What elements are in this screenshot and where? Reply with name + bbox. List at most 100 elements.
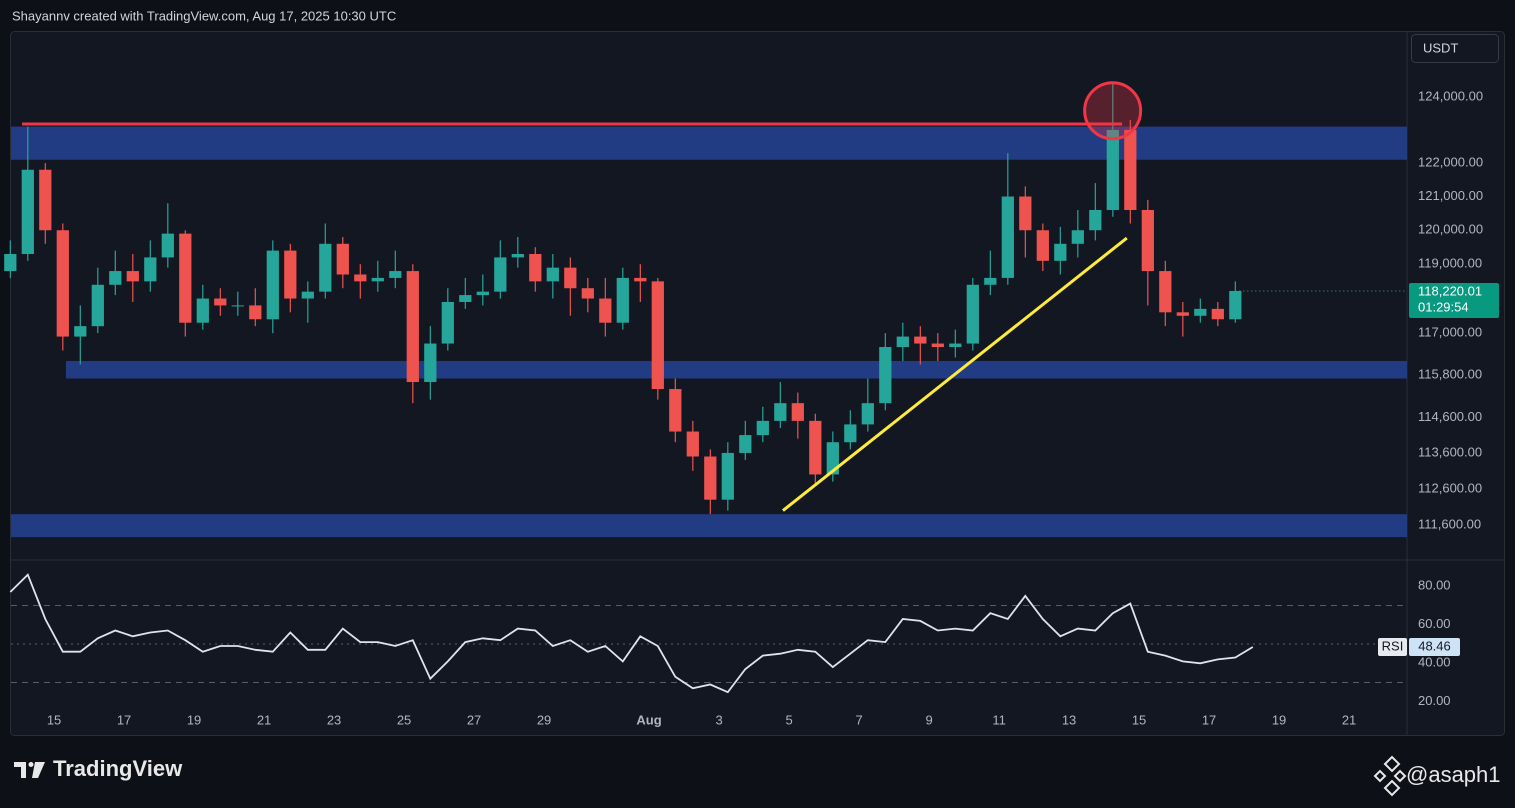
x-tick-label: 5: [785, 712, 792, 727]
x-tick-label: 23: [327, 712, 341, 727]
candle-body: [931, 343, 944, 348]
rsi-line: [9, 573, 1254, 694]
y-tick-label: 115,800.00: [1418, 366, 1482, 381]
candle-body: [1159, 271, 1172, 313]
candle-body: [1019, 196, 1032, 231]
candle-body: [494, 257, 507, 292]
y-tick-label: 114,600.00: [1418, 409, 1482, 424]
candle-body: [4, 254, 17, 272]
candle-body: [1194, 308, 1207, 316]
x-tick-label: 21: [257, 712, 271, 727]
candle-body: [74, 326, 87, 337]
rsi-name-box: [1378, 637, 1407, 656]
candle-body: [231, 305, 244, 307]
header-text: Shayannv created with TradingView.com, A…: [12, 8, 396, 23]
candle-body: [109, 271, 122, 285]
candle-body: [669, 389, 682, 432]
highlight-circle: [1083, 81, 1143, 141]
candle-body: [896, 336, 909, 348]
y-tick-label: 112,600.00: [1418, 480, 1482, 495]
candle-body: [809, 420, 822, 475]
rsi-value-box: [1409, 637, 1460, 656]
candle-body: [546, 267, 559, 282]
candle-body: [301, 291, 314, 299]
candle-body: [1211, 308, 1224, 320]
candle-body: [389, 271, 402, 278]
watermark: @asaph1: [1406, 762, 1501, 787]
candle-body: [266, 250, 279, 320]
currency-button[interactable]: [1411, 34, 1499, 63]
candle-body: [56, 230, 69, 337]
candle-body: [214, 298, 227, 306]
currency-label: USDT: [1423, 40, 1458, 55]
candle-body: [1089, 209, 1102, 231]
candle-body: [564, 267, 577, 289]
x-tick-label: 11: [992, 712, 1006, 727]
candle-body: [21, 169, 34, 255]
candle-body: [511, 254, 524, 258]
candle-body: [1176, 312, 1189, 316]
candle-body: [774, 403, 787, 421]
candle-body: [616, 277, 629, 323]
y-tick-label: 117,000.00: [1418, 325, 1482, 340]
candle-body: [371, 277, 384, 282]
candle-body: [984, 277, 997, 285]
y-tick-label: 122,000.00: [1418, 155, 1483, 170]
candle-body: [1071, 230, 1084, 244]
candle-body: [406, 271, 419, 383]
x-tick-label: 17: [117, 712, 131, 727]
last-price-label: 118,220.01: [1418, 283, 1482, 298]
candle-body: [826, 442, 839, 475]
rsi-tick-label: 40.00: [1418, 655, 1451, 670]
x-tick-label: 9: [925, 712, 932, 727]
candle-body: [39, 169, 52, 231]
y-tick-label: 121,000.00: [1418, 188, 1483, 203]
candle-body: [529, 254, 542, 282]
candle-body: [721, 452, 734, 500]
candle-body: [126, 271, 139, 282]
candle-body: [459, 295, 472, 302]
candle-body: [704, 456, 717, 500]
candle-body: [634, 277, 647, 282]
x-tick-label: 17: [1202, 712, 1216, 727]
candle-body: [179, 233, 192, 323]
candle-body: [161, 233, 174, 258]
candle-body: [914, 336, 927, 344]
candle-body: [739, 435, 752, 453]
x-tick-label: 19: [187, 712, 201, 727]
x-tick-label: Aug: [636, 712, 661, 727]
candle-body: [1001, 196, 1014, 278]
price-pane: [4, 83, 1407, 538]
y-tick-label: 113,600.00: [1418, 444, 1482, 459]
candle-body: [1106, 129, 1119, 210]
candle-body: [756, 420, 769, 436]
zone: [11, 126, 1407, 160]
candle-body: [651, 281, 664, 390]
candle-body: [336, 243, 349, 275]
y-tick-label: 111,600.00: [1418, 517, 1481, 532]
candle-body: [441, 301, 454, 344]
candle-body: [949, 343, 962, 348]
candle-body: [354, 274, 367, 282]
candle-body: [319, 243, 332, 292]
rsi-tick-label: 80.00: [1418, 578, 1451, 593]
brand-logo: [14, 762, 45, 778]
candle-body: [1054, 243, 1067, 261]
x-tick-label: 3: [715, 712, 722, 727]
x-tick-label: 21: [1342, 712, 1356, 727]
candle-body: [599, 298, 612, 323]
y-tick-label: 120,000.00: [1418, 222, 1483, 237]
candle-body: [476, 291, 489, 296]
watermark-icon: [1373, 755, 1407, 797]
candle-body: [861, 403, 874, 425]
x-tick-label: 15: [1132, 712, 1146, 727]
candle-body: [1229, 290, 1242, 320]
x-tick-label: 15: [47, 712, 61, 727]
y-tick-label: 124,000.00: [1418, 88, 1483, 103]
x-tick-label: 25: [397, 712, 411, 727]
candle-body: [284, 250, 297, 299]
candle-body: [1141, 209, 1154, 272]
candle-body: [196, 298, 209, 323]
